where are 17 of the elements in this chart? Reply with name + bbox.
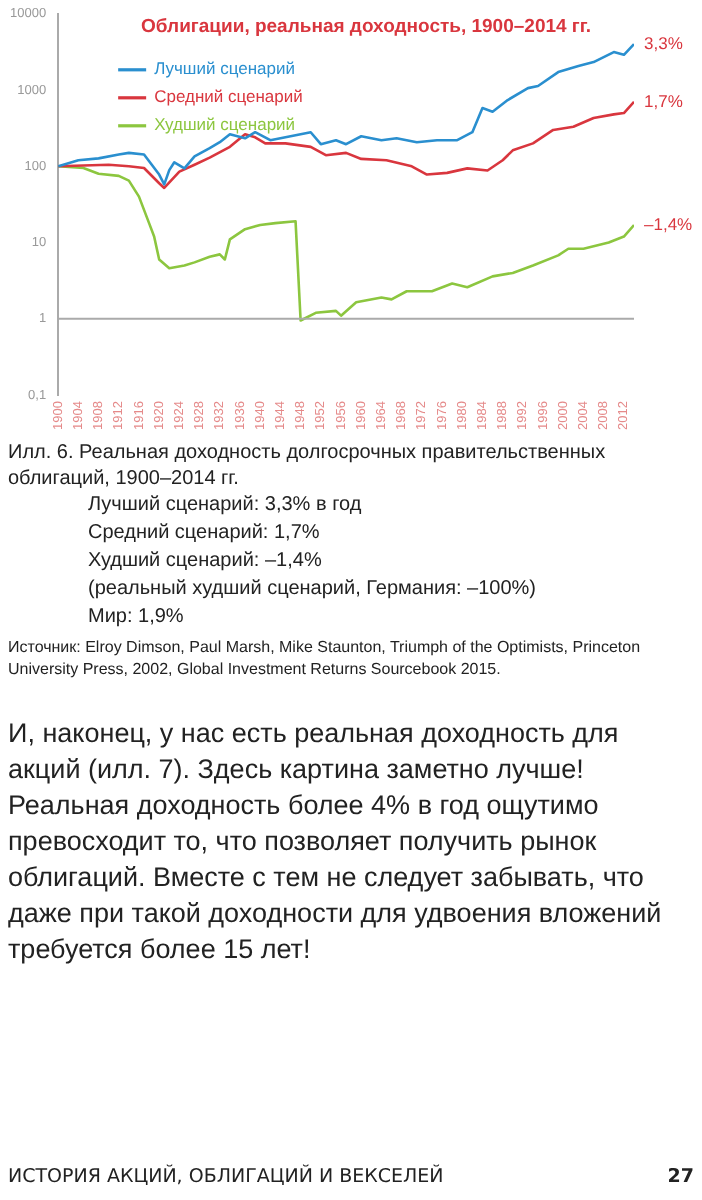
text: 1,7% (644, 90, 684, 111)
text: И, наконец, у нас есть реальная доходность для акций (илл. 7). Здесь картина заметно лучше! Реальная доходность более 4% в год ощутимо превосходит то, что позволяет получить рынок облигаций. Вместе с тем не следует забывать, что даже при такой доходности для удвоения вложений требуется более 15 лет! (8, 716, 664, 968)
text: ИСТОРИЯ АКЦИЙ, ОБЛИГАЦИЙ И ВЕКСЕЛЕЙ (8, 1166, 444, 1188)
text: Илл. 6. Реальная доходность долгосрочных правительственных облигаций, 1900–2014 гг. (8, 440, 608, 492)
chart-title: Облигации, реальная доходность, 1900–2014 гг. (141, 15, 592, 38)
text: Худший сценарий: –1,4% (88, 548, 324, 576)
text: 3,3% (644, 32, 684, 53)
text: Средний сценарий: 1,7% (88, 520, 322, 548)
text: Лучший сценарий: 3,3% в год (88, 492, 364, 520)
text: Мир: 1,9% (88, 604, 186, 632)
legend-label: Лучший сценарий (154, 58, 296, 79)
legend-label: Средний сценарий (154, 86, 304, 107)
text: (реальный худший сценарий, Германия: –100%) (88, 576, 539, 604)
legend-label: Худший сценарий (154, 114, 296, 135)
text: Источник: Elroy Dimson, Paul Marsh, Mike Staunton, Triumph of the Optimists, Princeton University Press, 2002, Global Investment Returns Sourcebook 2015. (8, 636, 643, 680)
text: –1,4% (644, 213, 694, 234)
text: 27 (667, 1166, 694, 1188)
